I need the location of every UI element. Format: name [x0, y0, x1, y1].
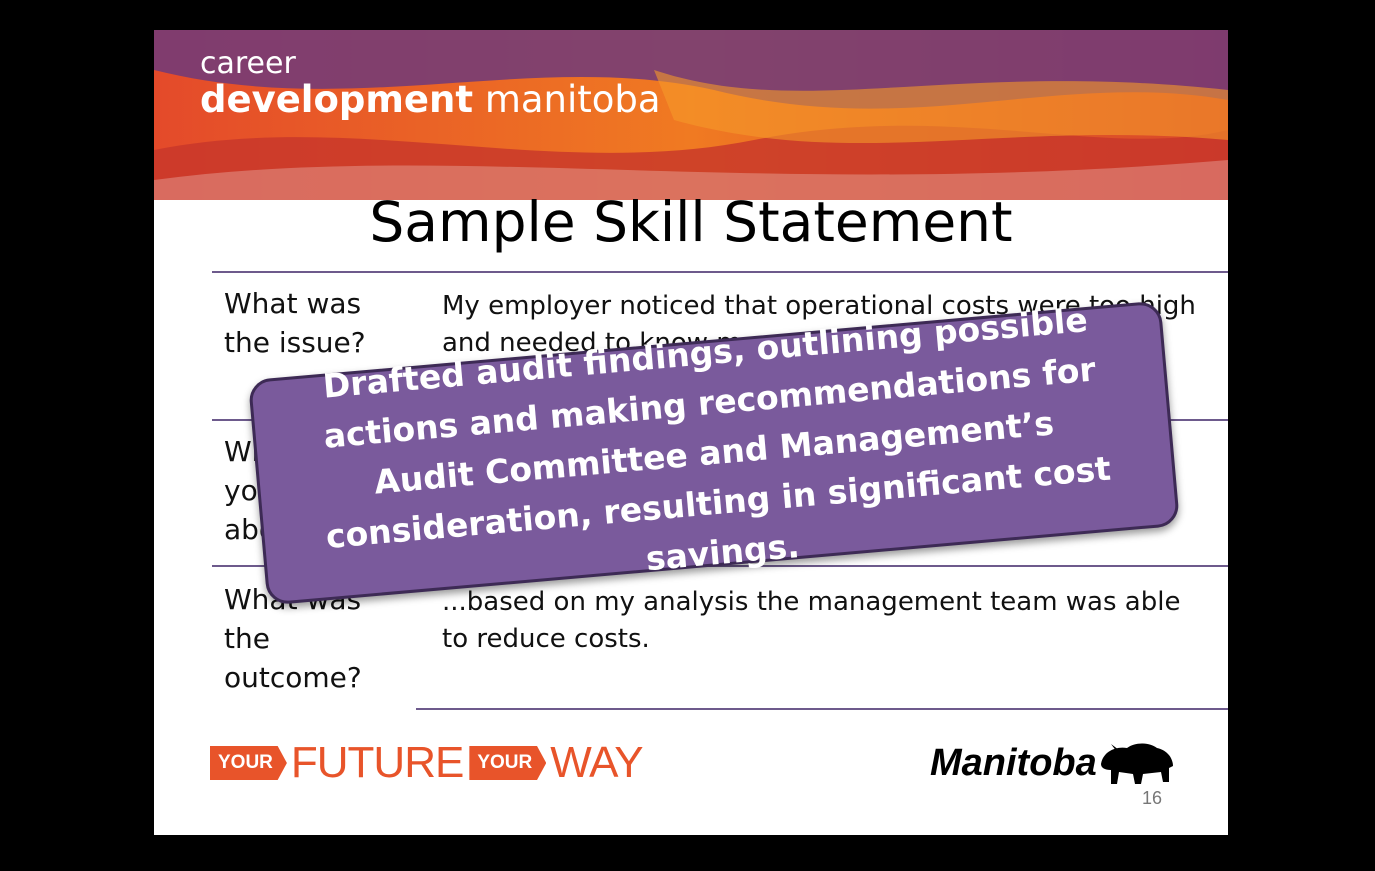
- manitoba-logo: Manitoba: [930, 738, 1177, 788]
- page-number: 16: [1142, 788, 1163, 808]
- divider: [416, 708, 1228, 710]
- word-way: WAY: [550, 738, 643, 787]
- brand-rest: manitoba: [473, 78, 661, 121]
- your-future-your-way-logo: YOUR FUTURE YOUR WAY: [210, 738, 649, 787]
- divider: [212, 565, 1228, 567]
- bison-icon: [1100, 743, 1173, 784]
- brand-bold: development: [200, 78, 474, 121]
- divider: [212, 271, 1228, 273]
- tag-your: YOUR: [469, 746, 547, 780]
- page-title: Sample Skill Statement: [369, 190, 1013, 254]
- tag-your: YOUR: [210, 746, 287, 780]
- word-future: FUTURE: [290, 738, 464, 787]
- manitoba-wordmark: Manitoba: [930, 741, 1097, 784]
- row-question: What was the issue?: [224, 287, 366, 359]
- brand-logo: career development manitoba: [200, 48, 661, 120]
- row-answer: ...based on my analysis the management t…: [442, 587, 1181, 654]
- header-banner: [154, 30, 1228, 200]
- brand-line1: career: [200, 46, 296, 81]
